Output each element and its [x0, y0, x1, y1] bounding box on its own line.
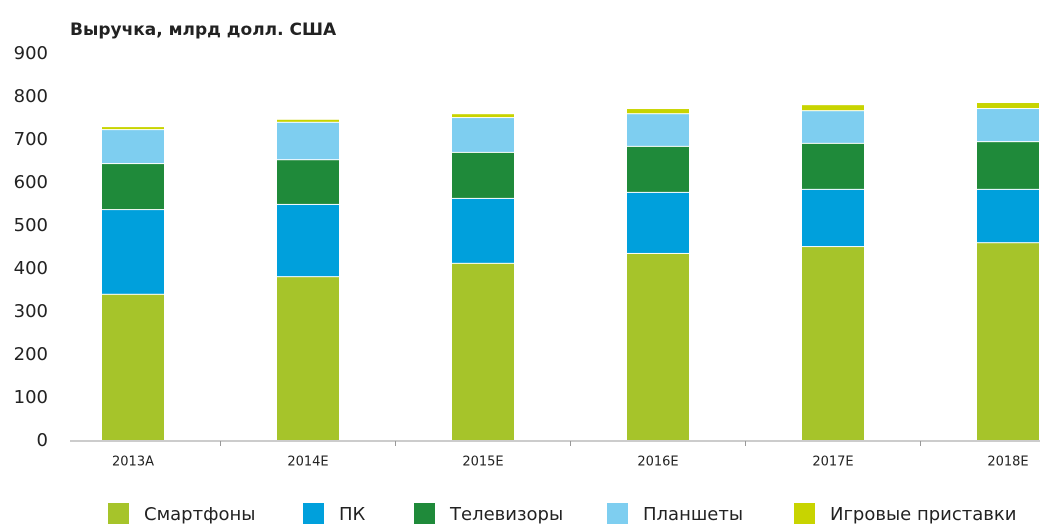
- bar-segment: [977, 243, 1039, 440]
- legend-label: Планшеты: [643, 504, 743, 524]
- bar-segment: [102, 210, 164, 294]
- bar-segment: [802, 111, 864, 143]
- bar-segment: [452, 114, 514, 118]
- bar-segment: [102, 127, 164, 130]
- y-tick-label: 800: [14, 86, 48, 107]
- bar-segment: [977, 109, 1039, 142]
- legend-swatch: [303, 503, 324, 524]
- legend-label: ПК: [339, 504, 366, 524]
- bar-segment: [277, 119, 339, 122]
- bar-segment: [627, 146, 689, 192]
- legend-swatch: [108, 503, 129, 524]
- bar-segment: [802, 247, 864, 440]
- y-tick-label: 300: [14, 301, 48, 322]
- chart-title: Выручка, млрд долл. США: [70, 20, 337, 40]
- legend-label: Телевизоры: [449, 504, 563, 524]
- x-tick-label: 2013A: [112, 455, 154, 470]
- x-tick-label: 2016E: [637, 455, 678, 470]
- bar-segment: [277, 122, 339, 160]
- bar-segment: [977, 189, 1039, 243]
- legend-swatch: [794, 503, 815, 524]
- legend-swatch: [607, 503, 628, 524]
- x-tick-label: 2017E: [812, 455, 853, 470]
- y-tick-label: 200: [14, 344, 48, 365]
- bar-segment: [277, 160, 339, 204]
- y-tick-label: 700: [14, 129, 48, 150]
- legend-label: Смартфоны: [144, 504, 255, 524]
- bar-segment: [627, 253, 689, 440]
- y-tick-label: 500: [14, 215, 48, 236]
- y-tick-label: 900: [14, 43, 48, 64]
- bar-segment: [277, 277, 339, 440]
- bar-segment: [277, 204, 339, 277]
- bar-segment: [452, 152, 514, 198]
- bar-segment: [977, 103, 1039, 109]
- bar-segment: [627, 192, 689, 253]
- legend-label: Игровые приставки: [830, 504, 1016, 524]
- bar-segment: [452, 198, 514, 263]
- x-tick-label: 2015E: [462, 455, 503, 470]
- bar-segment: [802, 105, 864, 111]
- bar-segment: [802, 143, 864, 189]
- y-tick-label: 400: [14, 258, 48, 279]
- bar-segment: [452, 118, 514, 152]
- bar-segment: [977, 142, 1039, 189]
- x-tick-label: 2014E: [287, 455, 328, 470]
- y-tick-label: 600: [14, 172, 48, 193]
- y-tick-label: 0: [37, 430, 48, 451]
- bar-segment: [102, 130, 164, 164]
- bar-segment: [627, 114, 689, 146]
- x-tick-label: 2018E: [987, 455, 1028, 470]
- bar-segment: [627, 109, 689, 114]
- legend-swatch: [414, 503, 435, 524]
- y-tick-label: 100: [14, 387, 48, 408]
- bar-segment: [802, 189, 864, 247]
- bar-segment: [452, 263, 514, 440]
- bar-segment: [102, 294, 164, 440]
- bar-segment: [102, 164, 164, 210]
